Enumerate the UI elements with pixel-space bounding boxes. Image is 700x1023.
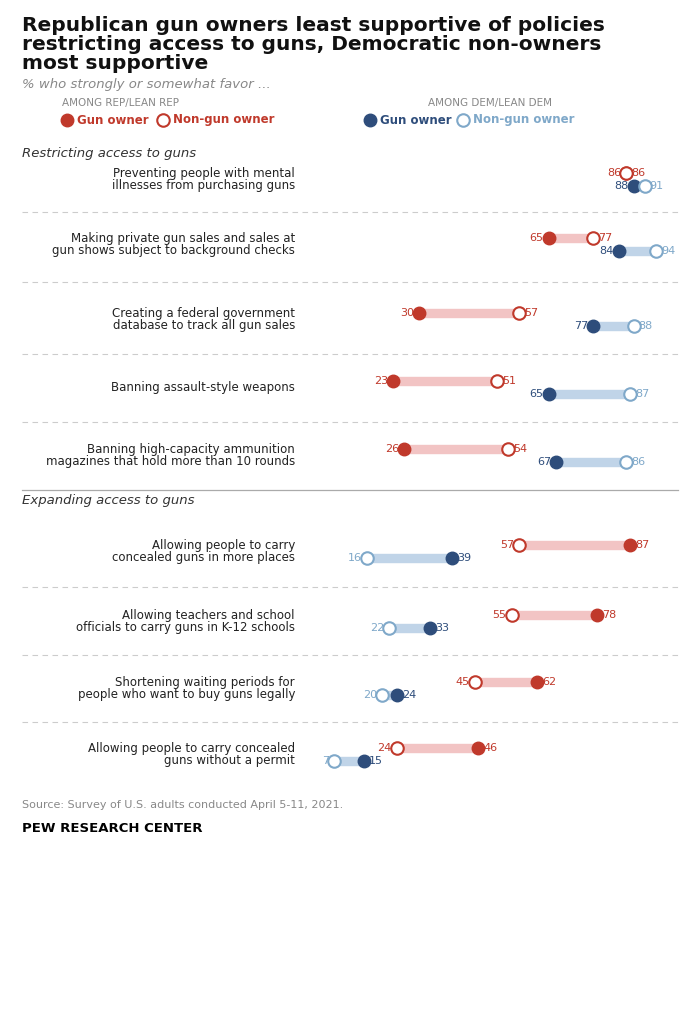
Text: 45: 45 [456, 677, 470, 687]
Text: 20: 20 [363, 690, 377, 700]
Text: 78: 78 [601, 610, 616, 620]
Text: 24: 24 [402, 690, 416, 700]
Bar [475, 678, 538, 686]
Text: 86: 86 [631, 457, 645, 468]
Text: 54: 54 [513, 444, 527, 454]
Text: Banning high-capacity ammunition: Banning high-capacity ammunition [88, 443, 295, 456]
Text: 24: 24 [377, 743, 392, 753]
Text: 87: 87 [635, 389, 649, 399]
Text: 65: 65 [529, 389, 543, 399]
Text: 88: 88 [615, 181, 629, 191]
Bar [334, 757, 363, 765]
Text: Republican gun owners least supportive of policies: Republican gun owners least supportive o… [22, 16, 605, 35]
Text: 77: 77 [598, 233, 612, 243]
Bar [519, 541, 630, 549]
Text: restricting access to guns, Democratic non-owners: restricting access to guns, Democratic n… [22, 35, 601, 54]
Text: 86: 86 [607, 168, 621, 178]
Text: database to track all gun sales: database to track all gun sales [113, 319, 295, 332]
Text: 65: 65 [529, 233, 543, 243]
Text: Non-gun owner: Non-gun owner [173, 114, 274, 127]
Bar [556, 458, 626, 466]
Text: Gun owner: Gun owner [380, 114, 452, 127]
Text: 57: 57 [500, 540, 514, 550]
Text: 51: 51 [502, 376, 516, 386]
Text: Shortening waiting periods for: Shortening waiting periods for [116, 676, 295, 690]
Text: 16: 16 [348, 553, 362, 563]
Text: 22: 22 [370, 623, 384, 633]
Text: % who strongly or somewhat favor ...: % who strongly or somewhat favor ... [22, 78, 271, 91]
Text: 33: 33 [435, 623, 449, 633]
Text: officials to carry guns in K-12 schools: officials to carry guns in K-12 schools [76, 621, 295, 634]
Text: Source: Survey of U.S. adults conducted April 5-11, 2021.: Source: Survey of U.S. adults conducted … [22, 800, 343, 810]
Text: Expanding access to guns: Expanding access to guns [22, 494, 195, 507]
Text: Gun owner: Gun owner [77, 114, 148, 127]
Text: Allowing people to carry concealed: Allowing people to carry concealed [88, 742, 295, 755]
Text: 55: 55 [493, 610, 507, 620]
Text: magazines that hold more than 10 rounds: magazines that hold more than 10 rounds [46, 455, 295, 468]
Text: 67: 67 [537, 457, 551, 468]
Text: gun shows subject to background checks: gun shows subject to background checks [52, 244, 295, 257]
Text: Allowing people to carry: Allowing people to carry [152, 539, 295, 552]
Text: 84: 84 [599, 246, 614, 256]
Text: AMONG REP/LEAN REP: AMONG REP/LEAN REP [62, 98, 178, 108]
Text: 46: 46 [483, 743, 497, 753]
Text: 88: 88 [638, 321, 653, 331]
Text: 7: 7 [322, 756, 329, 766]
Text: Allowing teachers and school: Allowing teachers and school [122, 609, 295, 622]
Text: Creating a federal government: Creating a federal government [112, 307, 295, 320]
Bar [382, 691, 397, 699]
Bar [419, 309, 519, 317]
Bar [368, 554, 452, 562]
Text: 39: 39 [457, 553, 471, 563]
Bar [634, 182, 645, 190]
Text: 23: 23 [374, 376, 388, 386]
Text: 87: 87 [635, 540, 649, 550]
Text: Making private gun sales and sales at: Making private gun sales and sales at [71, 232, 295, 244]
Bar [393, 377, 497, 385]
Text: Restricting access to guns: Restricting access to guns [22, 147, 196, 160]
Bar [404, 445, 508, 453]
Text: 15: 15 [368, 756, 382, 766]
Bar [593, 322, 634, 330]
Text: Banning assault-style weapons: Banning assault-style weapons [111, 381, 295, 394]
Text: Preventing people with mental: Preventing people with mental [113, 167, 295, 180]
Bar [397, 744, 478, 752]
Text: 62: 62 [542, 677, 556, 687]
Bar [549, 234, 593, 242]
Text: PEW RESEARCH CENTER: PEW RESEARCH CENTER [22, 822, 202, 835]
Bar [619, 247, 656, 255]
Text: concealed guns in more places: concealed guns in more places [112, 551, 295, 564]
Text: 91: 91 [650, 181, 664, 191]
Text: 77: 77 [574, 321, 588, 331]
Bar [549, 390, 630, 398]
Text: AMONG DEM/LEAN DEM: AMONG DEM/LEAN DEM [428, 98, 552, 108]
Bar [389, 624, 430, 632]
Text: Non-gun owner: Non-gun owner [473, 114, 575, 127]
Text: most supportive: most supportive [22, 54, 209, 73]
Text: illnesses from purchasing guns: illnesses from purchasing guns [112, 179, 295, 192]
Text: 57: 57 [524, 308, 538, 318]
Text: 94: 94 [661, 246, 675, 256]
Text: 86: 86 [631, 168, 645, 178]
Text: 30: 30 [400, 308, 414, 318]
Text: people who want to buy guns legally: people who want to buy guns legally [78, 688, 295, 701]
Text: 26: 26 [385, 444, 399, 454]
Text: guns without a permit: guns without a permit [164, 754, 295, 767]
Bar [512, 611, 596, 619]
